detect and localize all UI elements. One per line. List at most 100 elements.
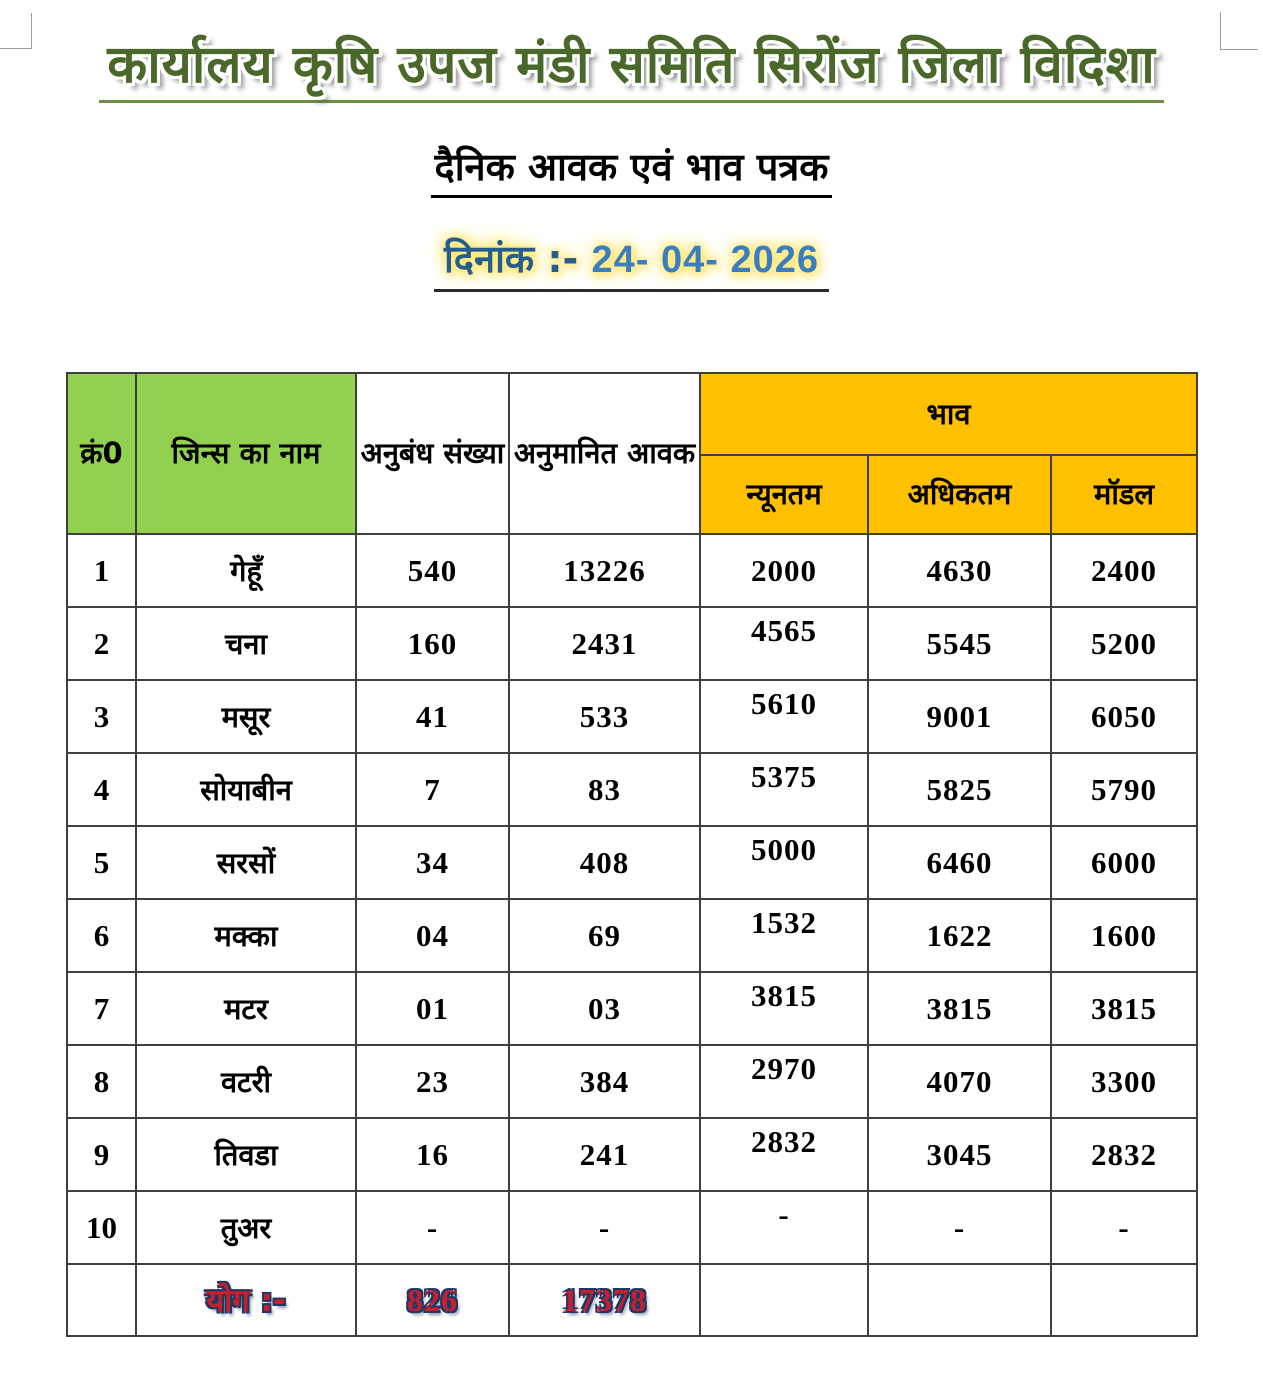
cell-modal: 3815: [1050, 971, 1198, 1046]
cell-serial: 4: [66, 752, 137, 827]
cell-commodity: गेहूँ: [135, 533, 357, 608]
cell-arrival: -: [508, 1190, 701, 1265]
cell-max: 6460: [867, 825, 1052, 900]
cell-modal: 2400: [1050, 533, 1198, 608]
cell-min: 5610: [699, 679, 869, 754]
cell-arrival: 83: [508, 752, 701, 827]
cell-empty: [867, 1263, 1052, 1337]
cell-min: 3815: [699, 971, 869, 1046]
cell-min: 5000: [699, 825, 869, 900]
cell-contract: 540: [355, 533, 510, 608]
cell-arrival: 2431: [508, 606, 701, 681]
cell-contract: 16: [355, 1117, 510, 1192]
cell-modal: 6000: [1050, 825, 1198, 900]
cell-contract: -: [355, 1190, 510, 1265]
header-price-group: भाव: [699, 372, 1198, 456]
cell-serial: 7: [66, 971, 137, 1046]
cell-contract: 01: [355, 971, 510, 1046]
cell-serial: 3: [66, 679, 137, 754]
table-row-soybean: 4 सोयाबीन 7 83 5375 5825 5790: [66, 752, 1198, 827]
table-row-maize: 6 मक्का 04 69 1532 1622 1600: [66, 898, 1198, 973]
cell-commodity: चना: [135, 606, 357, 681]
cell-empty: [66, 1263, 137, 1337]
cell-max: 5545: [867, 606, 1052, 681]
table-row-lentil: 3 मसूर 41 533 5610 9001 6050: [66, 679, 1198, 754]
sheet-subtitle: दैनिक आवक एवं भाव पत्रक: [430, 140, 833, 198]
table-row-total: योग :- 826 17378: [66, 1263, 1198, 1337]
sheet-subtitle-row: दैनिक आवक एवं भाव पत्रक: [0, 140, 1263, 198]
header-price-max: अधिकतम: [867, 454, 1052, 535]
cell-min: 2970: [699, 1044, 869, 1119]
cell-serial: 5: [66, 825, 137, 900]
cell-max: 3045: [867, 1117, 1052, 1192]
cell-commodity: मक्का: [135, 898, 357, 973]
cell-modal: 1600: [1050, 898, 1198, 973]
cell-serial: 8: [66, 1044, 137, 1119]
cell-serial: 2: [66, 606, 137, 681]
header-estimated-arrival: अनुमानित आवक: [508, 372, 701, 535]
cell-modal: 3300: [1050, 1044, 1198, 1119]
cell-modal: -: [1050, 1190, 1198, 1265]
total-arrival: 17378: [508, 1263, 701, 1337]
cell-commodity: मसूर: [135, 679, 357, 754]
cell-arrival: 13226: [508, 533, 701, 608]
cell-serial: 6: [66, 898, 137, 973]
cell-empty: [1050, 1263, 1198, 1337]
office-title-row: कार्यालय कृषि उपज मंडी समिति सिरोंज जिला…: [0, 35, 1263, 103]
cell-arrival: 241: [508, 1117, 701, 1192]
cell-contract: 34: [355, 825, 510, 900]
cell-commodity: सरसों: [135, 825, 357, 900]
crop-mark-top-left-icon: [0, 13, 32, 49]
table-row-mustard: 5 सरसों 34 408 5000 6460 6000: [66, 825, 1198, 900]
date-line: दिनांक :- 24- 04- 2026: [433, 232, 830, 292]
header-price-min: न्यूनतम: [699, 454, 869, 535]
total-label: योग :-: [135, 1263, 357, 1337]
cell-commodity: तुअर: [135, 1190, 357, 1265]
cell-max: 9001: [867, 679, 1052, 754]
header-contract-count: अनुबंध संख्या: [355, 372, 510, 535]
cell-min: 4565: [699, 606, 869, 681]
cell-arrival: 384: [508, 1044, 701, 1119]
cell-modal: 2832: [1050, 1117, 1198, 1192]
cell-min: 2832: [699, 1117, 869, 1192]
cell-serial: 9: [66, 1117, 137, 1192]
rates-table: क्रं0 जिन्स का नाम अनुबंध संख्या अनुमानि…: [66, 372, 1198, 1337]
date-row: दिनांक :- 24- 04- 2026: [0, 232, 1263, 292]
office-title: कार्यालय कृषि उपज मंडी समिति सिरोंज जिला…: [99, 35, 1164, 103]
cell-min: 1532: [699, 898, 869, 973]
cell-commodity: वटरी: [135, 1044, 357, 1119]
table-row-tiwda: 9 तिवडा 16 241 2832 3045 2832: [66, 1117, 1198, 1192]
cell-contract: 04: [355, 898, 510, 973]
cell-min: 2000: [699, 533, 869, 608]
cell-commodity: मटर: [135, 971, 357, 1046]
cell-min: 5375: [699, 752, 869, 827]
cell-empty: [699, 1263, 869, 1337]
table-row-vetch: 8 वटरी 23 384 2970 4070 3300: [66, 1044, 1198, 1119]
cell-serial: 10: [66, 1190, 137, 1265]
table-row-wheat: 1 गेहूँ 540 13226 2000 4630 2400: [66, 533, 1198, 608]
table-row-gram: 2 चना 160 2431 4565 5545 5200: [66, 606, 1198, 681]
cell-contract: 41: [355, 679, 510, 754]
table-row-pea: 7 मटर 01 03 3815 3815 3815: [66, 971, 1198, 1046]
cell-max: 4630: [867, 533, 1052, 608]
cell-contract: 23: [355, 1044, 510, 1119]
cell-contract: 160: [355, 606, 510, 681]
cell-max: -: [867, 1190, 1052, 1265]
cell-modal: 5200: [1050, 606, 1198, 681]
cell-max: 4070: [867, 1044, 1052, 1119]
cell-arrival: 533: [508, 679, 701, 754]
cell-min: -: [699, 1190, 869, 1265]
date-value: 24- 04- 2026: [591, 239, 820, 281]
header-commodity: जिन्स का नाम: [135, 372, 357, 535]
cell-arrival: 03: [508, 971, 701, 1046]
cell-arrival: 69: [508, 898, 701, 973]
cell-arrival: 408: [508, 825, 701, 900]
header-price-modal: मॉडल: [1050, 454, 1198, 535]
header-row-top: क्रं0 जिन्स का नाम अनुबंध संख्या अनुमानि…: [66, 372, 1198, 535]
cell-modal: 6050: [1050, 679, 1198, 754]
header-serial: क्रं0: [66, 372, 137, 535]
cell-max: 3815: [867, 971, 1052, 1046]
crop-mark-top-right-icon: [1220, 12, 1258, 50]
total-contract: 826: [355, 1263, 510, 1337]
